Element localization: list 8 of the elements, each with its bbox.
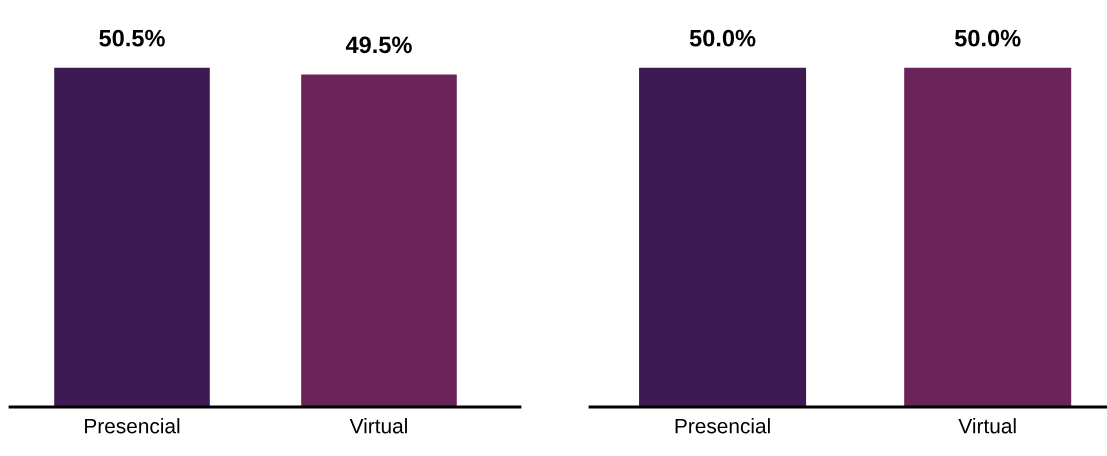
data-label: 50.0% bbox=[689, 29, 756, 47]
x-tick-label: Virtual bbox=[349, 418, 407, 434]
data-label: 50.5% bbox=[99, 29, 165, 47]
x-tick-label: Presencial bbox=[85, 418, 180, 434]
x-tick-label: Presencial bbox=[675, 418, 770, 434]
x-tick-label: Virtual bbox=[958, 418, 1016, 434]
data-label: 50.0% bbox=[954, 29, 1021, 47]
data-label: 49.5% bbox=[345, 36, 412, 54]
